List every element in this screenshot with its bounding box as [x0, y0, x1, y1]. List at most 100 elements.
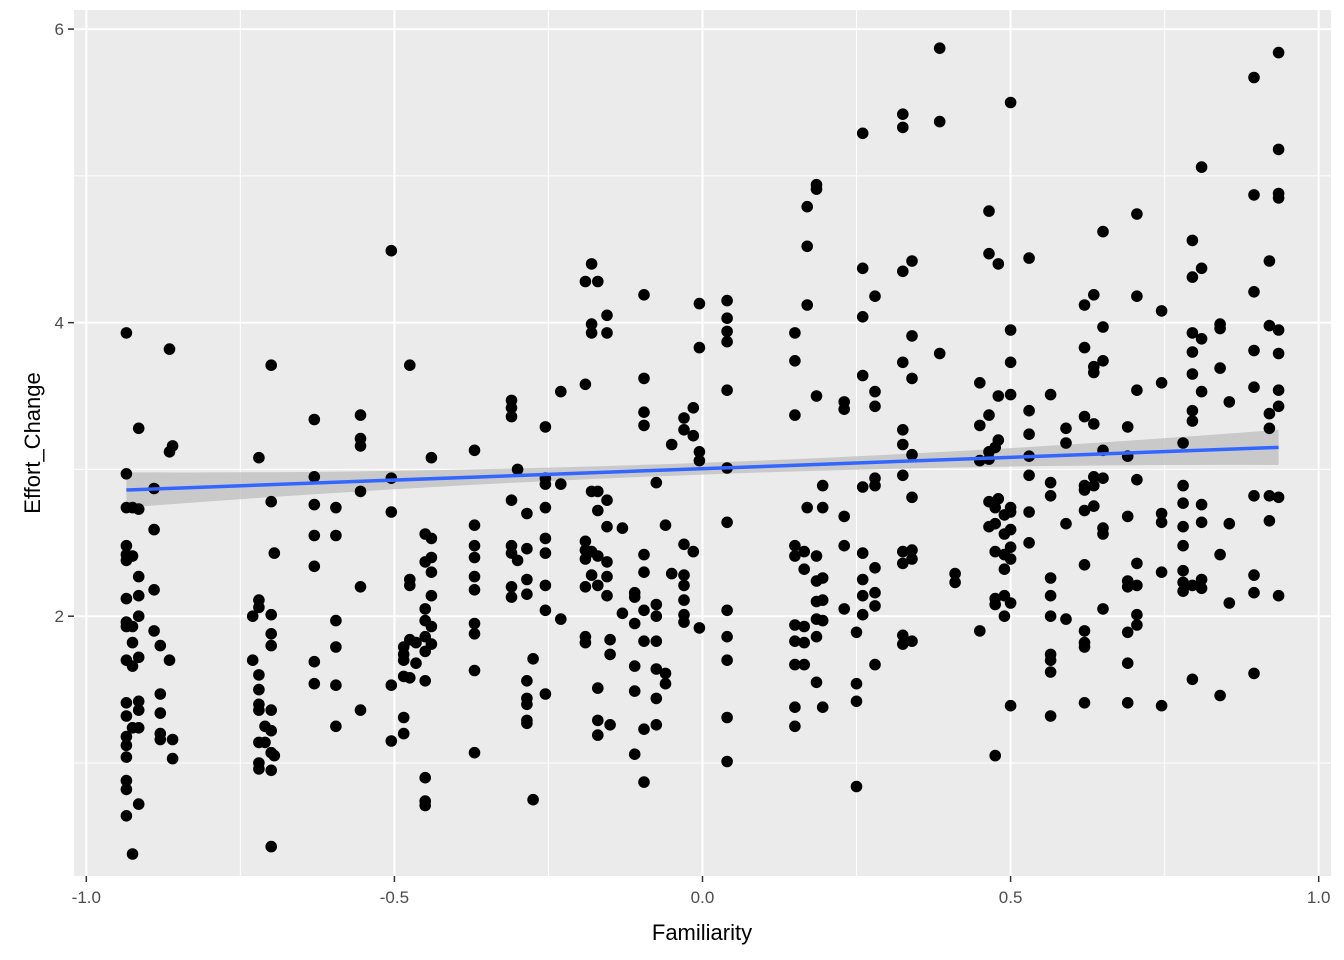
data-point [126, 636, 139, 649]
data-point [856, 127, 869, 140]
data-point [163, 343, 176, 355]
x-tick-label: -1.0 [72, 888, 101, 907]
data-point [869, 562, 881, 574]
data-point [308, 413, 321, 426]
data-point [521, 588, 533, 600]
data-point [154, 707, 167, 719]
data-point [869, 290, 881, 303]
data-point [468, 444, 481, 457]
data-point [989, 749, 1001, 762]
data-point [1121, 510, 1134, 523]
data-point [974, 419, 986, 432]
data-point [721, 755, 733, 768]
data-point [1195, 385, 1208, 398]
data-point [897, 424, 909, 436]
data-point [1177, 576, 1189, 589]
data-point [687, 545, 700, 558]
data-point [1195, 498, 1208, 511]
data-point [521, 573, 533, 586]
data-point [1272, 347, 1285, 360]
data-point [801, 240, 813, 253]
data-point [1023, 404, 1035, 417]
data-point [308, 677, 321, 690]
data-point [1097, 472, 1109, 485]
data-point [308, 560, 321, 573]
data-point [330, 641, 342, 653]
data-point [856, 481, 869, 493]
data-point [505, 581, 518, 593]
data-point [539, 604, 552, 617]
data-point [906, 635, 918, 647]
data-point [1004, 553, 1017, 565]
data-point [120, 710, 133, 722]
data-point [1044, 710, 1057, 722]
data-point [856, 369, 869, 382]
data-point [120, 327, 133, 339]
data-point [897, 629, 909, 642]
data-point [132, 722, 145, 734]
data-point [856, 311, 869, 323]
data-point [604, 633, 616, 646]
data-point [354, 704, 367, 716]
data-point [789, 635, 801, 647]
data-point [1214, 362, 1226, 374]
data-point [592, 682, 604, 694]
data-point [1177, 564, 1189, 577]
data-point [601, 494, 613, 507]
data-point [1023, 469, 1035, 482]
data-point [132, 570, 145, 583]
data-point [505, 494, 518, 507]
data-point [1044, 589, 1057, 602]
data-point [132, 610, 145, 622]
data-point [1121, 697, 1134, 709]
data-point [1155, 305, 1168, 317]
data-point [616, 522, 629, 534]
data-point [650, 719, 663, 731]
data-point [992, 390, 1005, 402]
data-point [419, 799, 432, 812]
data-point [638, 289, 650, 301]
data-point [1186, 404, 1199, 417]
data-point [850, 626, 863, 639]
data-point [869, 658, 881, 671]
data-point [1078, 299, 1091, 311]
data-point [1088, 500, 1100, 512]
data-point [1088, 479, 1100, 492]
data-point [897, 545, 909, 558]
data-point [1121, 626, 1134, 639]
data-point [1078, 625, 1091, 637]
data-point [604, 648, 616, 661]
data-point [1044, 490, 1057, 502]
data-point [850, 677, 863, 690]
data-point [1023, 506, 1035, 518]
data-point [354, 581, 367, 593]
data-point [659, 677, 672, 690]
data-point [253, 683, 265, 696]
data-point [1004, 597, 1017, 609]
x-axis-title: Familiarity [652, 920, 752, 945]
data-point [1263, 515, 1276, 527]
data-point [120, 810, 133, 822]
data-point [992, 493, 1005, 505]
data-point [638, 548, 650, 561]
data-point [721, 384, 733, 397]
data-point [856, 573, 869, 586]
x-axis-ticks: -1.0 -0.5 0.0 0.5 1.0 [72, 876, 1330, 907]
data-point [148, 625, 160, 637]
data-point [897, 121, 909, 134]
data-point [798, 620, 810, 633]
data-point [1004, 506, 1017, 518]
data-point [468, 664, 481, 677]
data-point [906, 372, 918, 385]
data-point [678, 616, 690, 628]
data-point [539, 532, 552, 545]
data-point [1004, 541, 1017, 553]
data-point [468, 539, 481, 552]
data-point [132, 704, 145, 716]
data-point [592, 485, 604, 498]
data-point [154, 688, 167, 700]
data-point [592, 550, 604, 562]
data-point [1004, 96, 1017, 109]
data-point [419, 603, 432, 615]
data-point [468, 617, 481, 630]
